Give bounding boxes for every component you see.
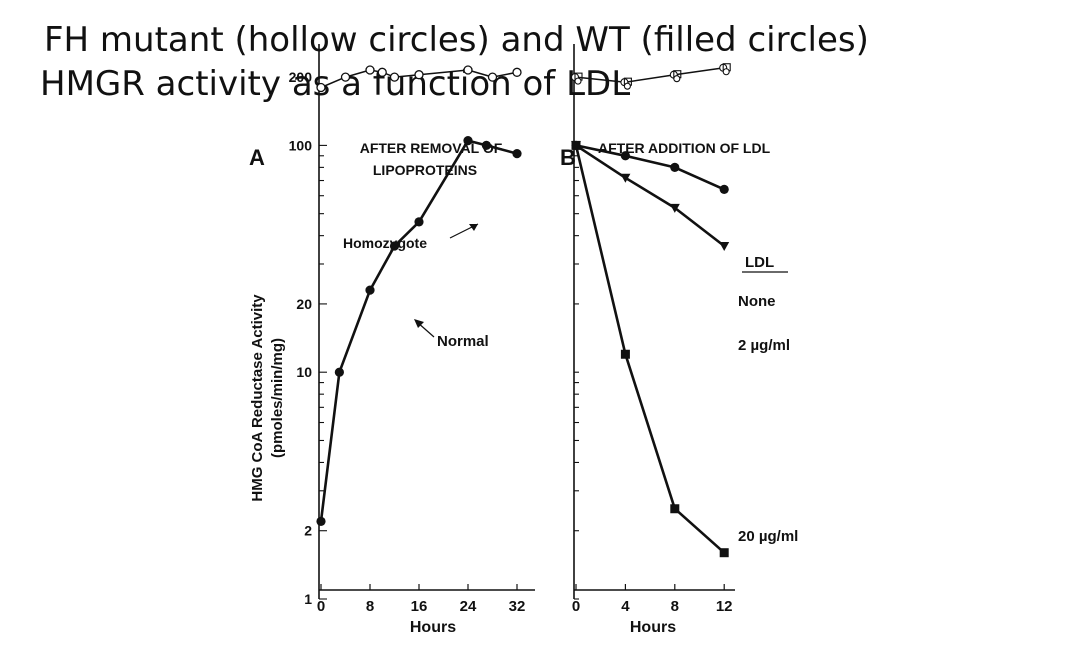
panel-a-y-tick-label: 20	[296, 296, 312, 312]
panel-a: A AFTER REMOVAL OF LIPOPROTEINS 1 2 10 20 100 20…	[249, 43, 535, 636]
data-point-a-normal	[463, 135, 473, 146]
series-line-b-20-g-ml	[574, 145, 726, 554]
data-point-b-2-g-ml	[719, 242, 730, 252]
series-label-2-g-ml: 2 µg/ml	[738, 337, 790, 354]
panel-a-x-tick-label: 16	[411, 598, 428, 615]
data-point-b-20-g-ml	[620, 349, 630, 359]
data-point-a-normal	[334, 367, 344, 377]
panel-a-title-line-2: LIPOPROTEINS	[373, 162, 477, 178]
data-point-b-20-g-ml	[719, 548, 729, 558]
panel-a-label: A	[249, 145, 265, 170]
panel-b-x-tick-label: 8	[671, 598, 679, 615]
series-line-b-none	[575, 144, 725, 191]
panel-a-y-axis-units: (pmoles/min/mg)	[269, 338, 286, 458]
data-point-b-20-g-ml	[571, 140, 581, 150]
panel-b-x-tick-label: 12	[716, 598, 733, 615]
series-line-b-2-g-ml	[575, 144, 725, 248]
data-point-a-homozygote	[463, 65, 473, 75]
panel-b-x-tick-label: 0	[572, 598, 580, 615]
panel-b-label: B	[560, 145, 576, 170]
panel-a-x-tick-label: 24	[460, 598, 477, 615]
data-point-b-20-g-ml	[670, 504, 680, 514]
panel-a-x-tick-label: 32	[509, 598, 526, 615]
panel-a-y-tick-label: 2	[304, 523, 312, 539]
series-line-b-homozygote	[575, 66, 725, 83]
data-point-a-normal	[365, 285, 375, 295]
data-point-a-homozygote	[389, 72, 400, 82]
data-point-b-2-g-ml	[669, 203, 680, 213]
panel-a-y-tick-label: 100	[289, 137, 313, 153]
panel-a-y-tick-label: 200	[289, 69, 313, 85]
annotation-normal: Normal	[437, 333, 489, 350]
data-point-a-normal	[481, 140, 491, 150]
annotation-normal-arrowhead	[414, 319, 424, 328]
data-point-a-normal	[414, 217, 424, 227]
data-point-a-homozygote	[377, 67, 387, 77]
annotation-homozygote: Homozygote	[343, 235, 427, 251]
panel-a-x-tick-label: 8	[366, 598, 374, 615]
data-point-a-homozygote	[414, 70, 424, 80]
data-point-b-none	[620, 151, 631, 161]
panel-a-x-tick-label: 0	[317, 598, 325, 615]
series-label-20-g-ml: 20 µg/ml	[738, 528, 798, 545]
panel-b-title: AFTER ADDITION OF LDL	[598, 140, 771, 156]
panel-b: B AFTER ADDITION OF LDL 0 4 8 12 Hours LDL None 2…	[560, 43, 798, 636]
slide-title-line-2: HMGR activity as a function of LDL	[40, 64, 631, 104]
data-point-a-normal	[389, 241, 400, 251]
data-point-b-2-g-ml	[620, 173, 631, 183]
panel-a-x-axis-label: Hours	[410, 619, 456, 636]
data-point-b-homozygote	[719, 63, 731, 76]
data-point-b-homozygote	[669, 70, 682, 83]
panel-a-y-axis-label: HMG CoA Reductase Activity	[249, 294, 266, 502]
data-point-a-homozygote	[340, 72, 351, 82]
panel-b-x-tick-label: 4	[621, 598, 630, 615]
data-point-a-homozygote	[487, 72, 498, 82]
panel-a-y-tick-label: 10	[296, 364, 312, 380]
slide-title: FH mutant (hollow circles) and WT (fille…	[40, 18, 869, 106]
data-point-b-none	[670, 162, 680, 172]
slide-title-line-1: FH mutant (hollow circles) and WT (fille…	[44, 20, 869, 60]
data-point-a-homozygote	[316, 82, 326, 93]
series-label-none: None	[738, 293, 776, 310]
panel-b-x-axis-label: Hours	[630, 619, 676, 636]
data-point-a-homozygote	[512, 67, 522, 77]
panel-a-title-line-1: AFTER REMOVAL OF	[360, 140, 503, 156]
legend-title: LDL	[745, 254, 774, 271]
annotation-homozygote-arrowhead	[469, 224, 478, 231]
data-point-b-homozygote	[570, 72, 583, 85]
panel-a-y-tick-label: 1	[304, 591, 312, 607]
data-point-a-normal	[512, 149, 522, 159]
data-point-a-homozygote	[365, 65, 375, 75]
data-point-b-homozygote	[620, 77, 632, 90]
data-point-b-none	[719, 184, 729, 194]
data-point-a-normal	[316, 516, 326, 526]
series-line-a-normal	[319, 139, 518, 522]
